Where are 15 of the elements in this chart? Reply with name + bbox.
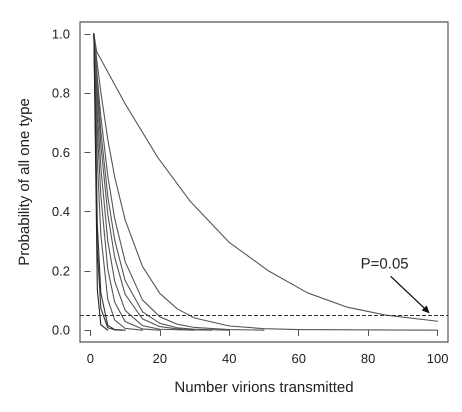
- x-axis-title: Number virions transmitted: [174, 379, 354, 396]
- y-tick-label: 0.0: [52, 322, 70, 338]
- x-tick-label: 0: [86, 351, 94, 366]
- y-tick-label: 0.2: [52, 263, 70, 278]
- y-tick-label: 0.8: [52, 86, 70, 101]
- y-tick-label: 0.4: [52, 204, 70, 220]
- x-tick-label: 40: [222, 351, 237, 366]
- x-tick-label: 80: [360, 351, 376, 366]
- x-tick-label: 100: [426, 351, 448, 366]
- y-tick-label: 1.0: [52, 26, 70, 42]
- y-axis-title: Probability of all one type: [16, 98, 33, 266]
- y-tick-label: 0.6: [52, 144, 70, 160]
- x-tick-label: 60: [291, 351, 306, 366]
- annotation: P=0.05: [360, 255, 409, 272]
- x-tick-label: 20: [152, 351, 168, 366]
